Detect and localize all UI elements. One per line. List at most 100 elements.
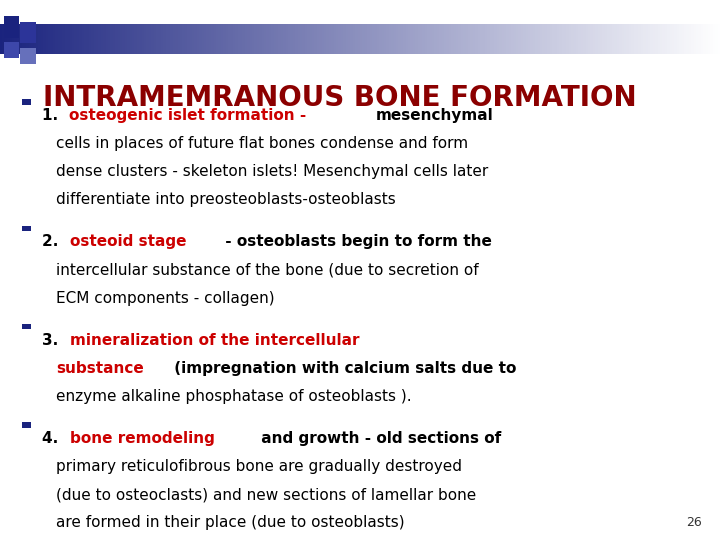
Bar: [614, 24, 618, 54]
Bar: [20, 22, 36, 43]
Bar: [554, 24, 557, 54]
Bar: [523, 24, 526, 54]
Bar: [559, 24, 562, 54]
Bar: [432, 24, 435, 54]
Bar: [420, 24, 423, 54]
Bar: [639, 24, 642, 54]
Bar: [423, 24, 426, 54]
Bar: [19, 24, 22, 54]
Text: osteogenic islet formation -: osteogenic islet formation -: [69, 108, 307, 123]
Bar: [533, 24, 536, 54]
Bar: [590, 24, 593, 54]
Bar: [578, 24, 582, 54]
Bar: [619, 24, 622, 54]
Bar: [456, 24, 459, 54]
Bar: [67, 24, 71, 54]
Bar: [127, 24, 130, 54]
Bar: [189, 24, 193, 54]
Bar: [106, 24, 109, 54]
Bar: [463, 24, 467, 54]
Bar: [161, 24, 164, 54]
Bar: [151, 24, 154, 54]
Bar: [427, 24, 431, 54]
Bar: [696, 24, 699, 54]
Bar: [79, 24, 82, 54]
Bar: [657, 24, 661, 54]
Bar: [470, 24, 474, 54]
Bar: [233, 24, 236, 54]
Bar: [571, 24, 575, 54]
Bar: [214, 24, 217, 54]
Bar: [362, 24, 366, 54]
Bar: [149, 24, 152, 54]
Bar: [197, 24, 200, 54]
Bar: [146, 24, 150, 54]
Bar: [0, 24, 3, 54]
Bar: [531, 24, 534, 54]
Bar: [336, 24, 339, 54]
Bar: [343, 24, 346, 54]
Bar: [101, 24, 104, 54]
Bar: [480, 24, 483, 54]
Bar: [211, 24, 215, 54]
Bar: [324, 24, 327, 54]
Bar: [499, 24, 503, 54]
Bar: [401, 24, 404, 54]
Bar: [86, 24, 89, 54]
Bar: [675, 24, 678, 54]
Bar: [158, 24, 161, 54]
Bar: [185, 24, 188, 54]
Bar: [125, 24, 128, 54]
Bar: [153, 24, 157, 54]
Text: 2.: 2.: [42, 234, 63, 249]
Bar: [9, 24, 13, 54]
Bar: [173, 24, 176, 54]
Bar: [312, 24, 315, 54]
Bar: [22, 99, 31, 105]
Bar: [624, 24, 627, 54]
Bar: [408, 24, 411, 54]
Bar: [353, 24, 356, 54]
Text: (due to osteoclasts) and new sections of lamellar bone: (due to osteoclasts) and new sections of…: [56, 487, 477, 502]
Bar: [528, 24, 531, 54]
Bar: [387, 24, 390, 54]
Text: cells in places of future flat bones condense and form: cells in places of future flat bones con…: [56, 136, 468, 151]
Bar: [276, 24, 279, 54]
Bar: [17, 24, 20, 54]
Bar: [204, 24, 207, 54]
Bar: [482, 24, 485, 54]
Bar: [495, 24, 498, 54]
Bar: [302, 24, 305, 54]
Bar: [163, 24, 166, 54]
Bar: [430, 24, 433, 54]
Bar: [477, 24, 481, 54]
Bar: [250, 24, 253, 54]
Bar: [369, 24, 373, 54]
Bar: [178, 24, 181, 54]
Bar: [12, 24, 15, 54]
Text: osteoid stage: osteoid stage: [70, 234, 186, 249]
Bar: [542, 24, 546, 54]
Bar: [91, 24, 94, 54]
Bar: [70, 24, 73, 54]
Bar: [24, 24, 27, 54]
Bar: [549, 24, 553, 54]
Bar: [459, 24, 462, 54]
Bar: [65, 24, 68, 54]
Bar: [115, 24, 118, 54]
Bar: [281, 24, 284, 54]
Bar: [425, 24, 428, 54]
Bar: [243, 24, 246, 54]
Bar: [394, 24, 397, 54]
Bar: [398, 24, 402, 54]
Bar: [715, 24, 719, 54]
Bar: [384, 24, 387, 54]
Bar: [31, 24, 35, 54]
Bar: [72, 24, 75, 54]
Bar: [202, 24, 204, 54]
Bar: [29, 24, 32, 54]
Text: mesenchymal: mesenchymal: [375, 108, 493, 123]
Text: mineralization of the intercellular: mineralization of the intercellular: [70, 333, 359, 348]
Bar: [646, 24, 649, 54]
Bar: [27, 24, 30, 54]
